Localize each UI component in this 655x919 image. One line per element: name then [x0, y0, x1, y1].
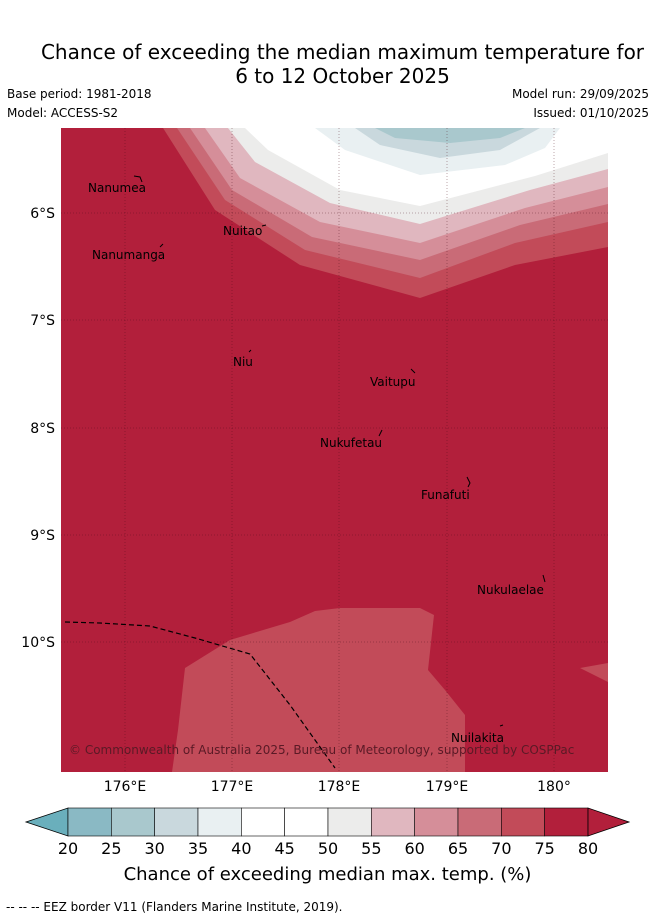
graticule [61, 128, 608, 772]
island-nanumea [133, 175, 143, 183]
colorbar-title: Chance of exceeding median max. temp. (%… [123, 864, 532, 885]
lat-axis-labels: 6°S 7°S 8°S 9°S 10°S [21, 206, 55, 651]
colorbar-tick-label: 45 [274, 839, 295, 858]
label-nanumanga: Nanumanga [92, 248, 165, 262]
lon-label-179: 179°E [426, 779, 469, 795]
colorbar-segment [111, 807, 155, 837]
colorbar-max-arrow [587, 807, 631, 837]
label-nukufetau: Nukufetau [320, 436, 382, 450]
label-nuitao: Nuitao [223, 224, 262, 238]
band-75-east [580, 663, 608, 682]
colorbar [24, 807, 631, 837]
island-nukufetau [378, 429, 383, 437]
lat-label-7s: 7°S [30, 313, 55, 329]
lat-label-9s: 9°S [30, 528, 55, 544]
colorbar-tick-label: 40 [231, 839, 252, 858]
lon-axis-labels: 176°E 177°E 178°E 179°E 180° [104, 779, 571, 795]
title-line-1: Chance of exceeding the median maximum t… [40, 40, 645, 64]
colorbar-segment [154, 807, 199, 837]
colorbar-tick-label: 60 [404, 839, 425, 858]
colorbar-segment [544, 807, 589, 837]
label-nanumea: Nanumea [88, 181, 146, 195]
colorbar-segment [241, 807, 285, 837]
colorbar-segment [67, 807, 112, 837]
probability-field [61, 128, 608, 772]
eez-legend-note: -- -- -- EEZ border V11 (Flanders Marine… [6, 900, 343, 914]
colorbar-tick-label: 50 [317, 839, 339, 858]
colorbar-segment [414, 807, 459, 837]
island-nuitao [261, 224, 267, 227]
colorbar-tick-label: 75 [534, 839, 555, 858]
band-30 [375, 128, 525, 143]
colorbar-segment [284, 807, 329, 837]
islands [133, 175, 546, 727]
island-nanumanga [159, 243, 164, 248]
lat-label-6s: 6°S [30, 206, 55, 222]
colorbar-tick-label: 25 [101, 839, 122, 858]
lat-label-10s: 10°S [21, 635, 55, 651]
colorbar-segment [197, 807, 242, 837]
colorbar-min-arrow [24, 807, 69, 837]
island-nukulaelae [542, 574, 546, 583]
colorbar-segment [457, 807, 502, 837]
label-vaitupu: Vaitupu [370, 375, 416, 389]
issued-date: Issued: 01/10/2025 [533, 106, 649, 120]
island-vaitupu [410, 368, 416, 374]
copyright-notice: © Commonwealth of Australia 2025, Bureau… [69, 743, 574, 757]
band-75-south [172, 608, 465, 772]
title-line-2: 6 to 12 October 2025 [235, 64, 450, 88]
colorbar-tick-label: 20 [57, 839, 79, 858]
lon-label-180: 180° [537, 779, 571, 795]
island-nuilakita [499, 724, 504, 727]
colorbar-segment [371, 807, 415, 837]
model-run: Model run: 29/09/2025 [511, 87, 649, 101]
colorbar-tick-label: 70 [491, 839, 512, 858]
label-funafuti: Funafuti [421, 488, 470, 502]
colorbar-tick-label: 35 [187, 839, 209, 858]
map-title: Chance of exceeding the median maximum t… [0, 40, 655, 88]
lon-label-176: 176°E [104, 779, 147, 795]
colorbar-segment [327, 807, 372, 837]
colorbar-tick-label: 30 [144, 839, 165, 858]
label-niu: Niu [233, 355, 253, 369]
lon-label-177: 177°E [211, 779, 254, 795]
label-nukulaelae: Nukulaelae [477, 583, 544, 597]
colorbar-tick-label: 55 [361, 839, 382, 858]
colorbar-tick-label: 80 [577, 839, 599, 858]
lat-label-8s: 8°S [30, 421, 55, 437]
island-niu [248, 349, 252, 353]
island-funafuti [466, 476, 471, 488]
colorbar-tick-label: 65 [447, 839, 469, 858]
place-labels: Nanumea Nuitao Nanumanga Niu Vaitupu Nuk… [88, 181, 544, 745]
lon-label-178: 178°E [318, 779, 361, 795]
model-name: Model: ACCESS-S2 [7, 106, 119, 120]
label-nuilakita: Nuilakita [451, 731, 504, 745]
colorbar-segment [501, 807, 545, 837]
base-period: Base period: 1981-2018 [7, 87, 152, 101]
eez-border-line [64, 621, 336, 769]
